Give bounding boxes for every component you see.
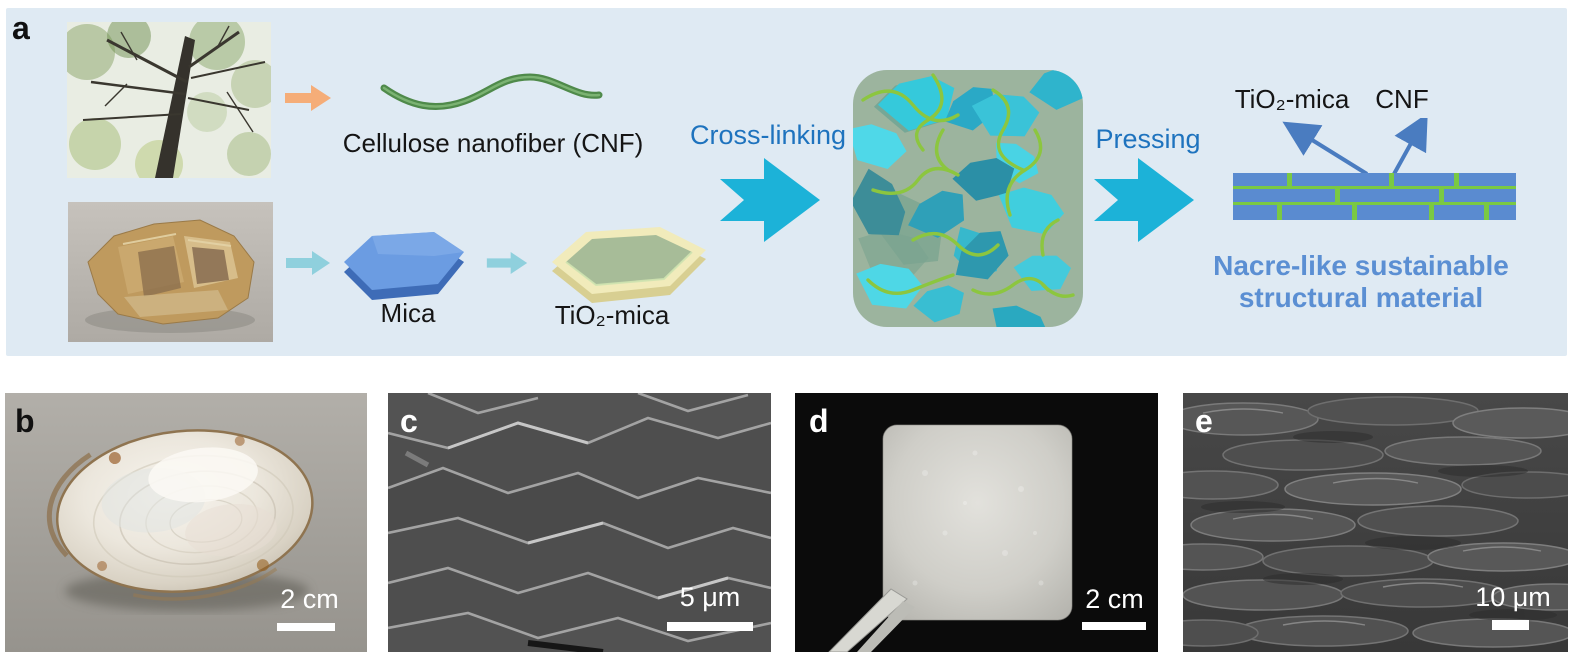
orange-arrow-icon bbox=[285, 85, 331, 111]
panel-e-scale-label: 10 μm bbox=[1475, 582, 1551, 612]
tree-photo bbox=[67, 22, 271, 178]
panel-d-scale-bar bbox=[1082, 622, 1146, 630]
crosslinked-network-illustration bbox=[853, 70, 1083, 327]
mica-platelet-icon bbox=[344, 232, 464, 300]
teal-arrow-icon bbox=[486, 252, 528, 274]
panel-d-letter: d bbox=[809, 403, 829, 439]
mica-label: Mica bbox=[380, 298, 436, 328]
panel-b-scale-label: 2 cm bbox=[280, 584, 339, 614]
panel-e-letter: e bbox=[1195, 403, 1213, 439]
pointer-arrow-icon bbox=[1282, 118, 1428, 176]
sem-surface-image: c 5 μm bbox=[388, 393, 771, 652]
film-sample-illustration bbox=[795, 393, 1158, 652]
panel-b-scale-bar bbox=[277, 623, 335, 631]
shell-illustration bbox=[46, 429, 314, 611]
layered-texture bbox=[1183, 393, 1568, 652]
sem-cross-section-image: e 10 μm bbox=[1183, 393, 1568, 652]
tio2-mica-label: TiO₂-mica bbox=[554, 300, 670, 330]
tio2-mica-platelet-icon bbox=[552, 227, 706, 303]
teal-arrow-icon bbox=[286, 251, 330, 275]
nacre-shell-photo: b 2 cm bbox=[5, 393, 367, 652]
panel-d-scale-label: 2 cm bbox=[1085, 584, 1144, 614]
cnf-fiber-illustration bbox=[380, 73, 603, 110]
caption-line-2: structural material bbox=[1238, 282, 1484, 313]
panel-b-letter: b bbox=[15, 403, 35, 439]
process-arrow-icon bbox=[720, 158, 820, 242]
crosslinking-label: Cross-linking bbox=[689, 120, 847, 150]
product-tio2-mica-label: TiO₂-mica bbox=[1234, 84, 1350, 114]
pressing-label: Pressing bbox=[1095, 124, 1201, 154]
schematic-panel: a bbox=[6, 8, 1567, 356]
mica-rock-photo bbox=[68, 202, 273, 342]
process-arrow-icon bbox=[1094, 158, 1194, 242]
panel-e-scale-bar bbox=[1492, 620, 1529, 630]
panel-a-letter: a bbox=[12, 10, 30, 46]
product-cnf-label: CNF bbox=[1375, 84, 1429, 114]
panel-c-letter: c bbox=[400, 403, 418, 439]
panel-c-scale-label: 5 μm bbox=[679, 582, 741, 612]
cnf-label: Cellulose nanofiber (CNF) bbox=[342, 128, 644, 158]
panel-c-scale-bar bbox=[667, 622, 753, 631]
product-caption: Nacre-like sustainable structural materi… bbox=[1201, 250, 1521, 314]
caption-line-1: Nacre-like sustainable bbox=[1213, 250, 1509, 281]
composite-film-photo: d 2 cm bbox=[795, 393, 1158, 652]
sem-platelet-texture bbox=[388, 393, 771, 652]
brick-wall-illustration bbox=[1233, 173, 1516, 220]
